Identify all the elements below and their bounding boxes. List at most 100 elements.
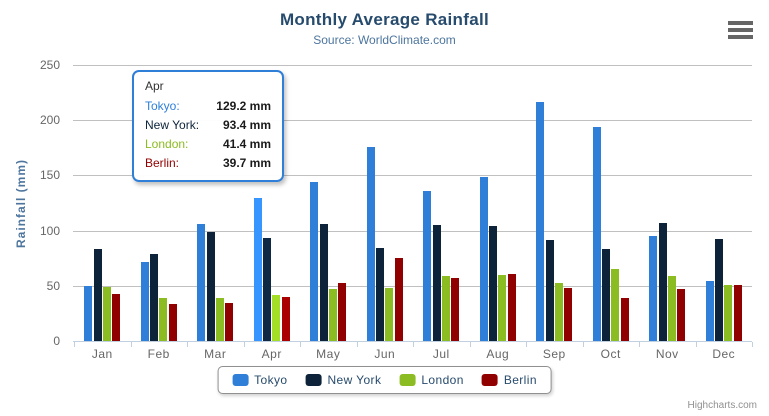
bar-london-mar[interactable] [215, 297, 224, 341]
credits-link[interactable]: Highcharts.com [687, 400, 757, 411]
bar-new-york-oct[interactable] [602, 248, 611, 341]
y-axis-label: 200 [39, 113, 60, 128]
bar-tokyo-jul[interactable] [423, 191, 432, 341]
x-axis-tick [639, 342, 640, 347]
tooltip: Apr Tokyo: 129.2 mm New York: 93.4 mm London… [132, 70, 284, 182]
tooltip-series-label: Tokyo: [145, 99, 180, 113]
bar-london-sep[interactable] [554, 283, 563, 341]
bar-new-york-aug[interactable] [489, 225, 498, 341]
tooltip-value: 93.4 mm [222, 118, 271, 132]
bar-new-york-jun[interactable] [376, 247, 385, 341]
x-axis-tick [243, 342, 245, 347]
bar-berlin-feb[interactable] [168, 304, 177, 341]
bar-berlin-jun[interactable] [394, 257, 403, 341]
bar-berlin-mar[interactable] [225, 302, 234, 341]
tooltip-category: Apr [145, 79, 164, 93]
bar-london-jan[interactable] [102, 287, 111, 341]
bar-tokyo-apr[interactable] [253, 198, 262, 341]
bar-berlin-nov[interactable] [677, 289, 686, 341]
legend-swatch-icon [232, 374, 249, 386]
bar-berlin-sep[interactable] [564, 288, 573, 341]
bar-berlin-dec[interactable] [733, 284, 742, 341]
tooltip-series-label: New York: [145, 118, 200, 132]
tooltip-row-tokyo: Tokyo: 129.2 mm [145, 97, 271, 116]
bar-london-apr[interactable] [272, 295, 281, 341]
x-axis-label-mar: Mar [204, 347, 227, 361]
x-axis-label-dec: Dec [712, 347, 736, 361]
tooltip-value: 41.4 mm [222, 137, 271, 151]
bar-berlin-apr[interactable] [281, 297, 290, 341]
gridline-y-50 [73, 285, 752, 287]
bar-new-york-apr[interactable] [263, 237, 272, 341]
x-axis-tick [469, 342, 471, 347]
bar-berlin-jan[interactable] [112, 294, 121, 341]
bar-new-york-mar[interactable] [206, 232, 215, 341]
bar-new-york-feb[interactable] [150, 254, 159, 341]
bar-london-nov[interactable] [667, 275, 676, 341]
x-axis-tick [695, 342, 697, 347]
bar-london-jul[interactable] [441, 275, 450, 341]
bar-tokyo-feb[interactable] [140, 262, 149, 341]
x-axis-label-jul: Jul [432, 347, 450, 361]
bar-london-may[interactable] [328, 289, 337, 341]
bar-new-york-nov[interactable] [658, 223, 667, 341]
bar-tokyo-sep[interactable] [536, 102, 545, 341]
bar-new-york-sep[interactable] [545, 240, 554, 341]
x-axis-tick [582, 342, 584, 347]
x-axis-label-aug: Aug [486, 347, 510, 361]
gridline-y-200 [73, 120, 752, 122]
x-axis-tick [526, 342, 527, 347]
bar-london-feb[interactable] [159, 298, 168, 341]
bar-new-york-jan[interactable] [93, 248, 102, 341]
legend-item-london[interactable]: London [399, 373, 463, 387]
legend-label: New York [327, 373, 382, 387]
legend: Tokyo New York London Berlin [217, 366, 552, 394]
bar-tokyo-jan[interactable] [84, 285, 93, 341]
chart-subtitle: Source: WorldClimate.com [313, 33, 456, 47]
bar-new-york-may[interactable] [319, 224, 328, 341]
bar-tokyo-dec[interactable] [705, 280, 714, 341]
tooltip-series-label: London: [145, 137, 189, 151]
bar-london-dec[interactable] [724, 284, 733, 341]
legend-label: London [421, 373, 464, 387]
x-axis-tick [187, 342, 188, 347]
bar-berlin-may[interactable] [338, 282, 347, 341]
x-axis-tick [300, 342, 301, 347]
bar-london-oct[interactable] [611, 269, 620, 341]
x-axis-label-jan: Jan [91, 347, 113, 361]
x-axis-label-nov: Nov [655, 347, 679, 361]
gridline-y-150 [73, 175, 752, 177]
bar-berlin-oct[interactable] [620, 297, 629, 341]
hamburger-icon [728, 28, 753, 32]
x-axis-label-oct: Oct [600, 347, 621, 361]
tooltip-row-london: London: 41.4 mm [145, 135, 271, 154]
bar-london-aug[interactable] [498, 275, 507, 341]
bar-tokyo-may[interactable] [310, 182, 319, 341]
chart-title: Monthly Average Rainfall [279, 10, 490, 29]
legend-swatch-icon [305, 374, 322, 386]
bar-london-jun[interactable] [385, 287, 394, 341]
x-axis-tick [752, 342, 753, 347]
bar-tokyo-jun[interactable] [366, 146, 375, 341]
gridline-y-250 [73, 65, 752, 66]
bar-berlin-jul[interactable] [451, 277, 460, 341]
legend-swatch-icon [399, 374, 416, 386]
legend-item-tokyo[interactable]: Tokyo [232, 373, 287, 387]
legend-label: Tokyo [254, 373, 288, 387]
bar-tokyo-aug[interactable] [479, 177, 488, 341]
legend-item-berlin[interactable]: Berlin [481, 373, 537, 387]
legend-item-new-york[interactable]: New York [305, 373, 381, 387]
y-axis-label: 100 [39, 223, 60, 238]
bar-tokyo-nov[interactable] [649, 235, 658, 341]
context-menu-button[interactable] [728, 21, 753, 39]
y-axis-label: 150 [39, 168, 60, 183]
bar-new-york-jul[interactable] [432, 225, 441, 341]
tooltip-row-new-york: New York: 93.4 mm [145, 116, 271, 135]
bar-new-york-dec[interactable] [715, 239, 724, 341]
gridline-y-100 [73, 230, 752, 232]
bar-berlin-aug[interactable] [507, 274, 516, 341]
hamburger-icon [728, 21, 753, 25]
bar-tokyo-oct[interactable] [592, 126, 601, 341]
bar-tokyo-mar[interactable] [197, 223, 206, 341]
